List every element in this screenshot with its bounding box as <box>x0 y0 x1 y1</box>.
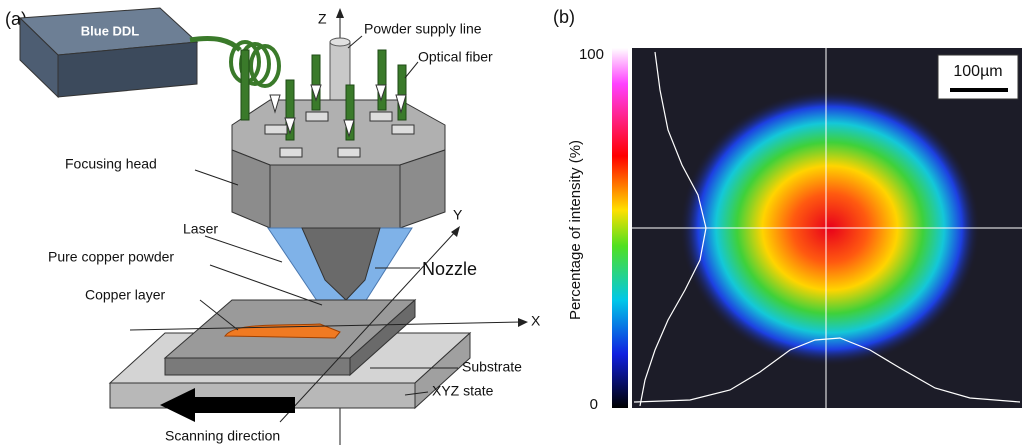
label: XYZ state <box>432 383 494 399</box>
z-arrow <box>336 8 344 18</box>
colorbar-min: 0 <box>590 396 598 413</box>
colorbar-max: 100 <box>579 46 604 63</box>
panel-label: (b) <box>553 7 575 27</box>
axis-label: Percentage of intensity (%) <box>567 140 584 320</box>
figure: (a) Blue DDL Z Powder supply line Optica… <box>0 0 1025 447</box>
label: Scanning direction <box>165 428 280 444</box>
label: Nozzle <box>422 259 477 279</box>
scale-bar-label: 100µm <box>953 63 1002 80</box>
label: Substrate <box>462 359 522 375</box>
laser-box-label: Blue DDL <box>81 23 140 38</box>
substrate-front <box>165 358 350 375</box>
colorbar <box>612 48 628 408</box>
label: Focusing head <box>65 156 157 172</box>
label: Copper layer <box>85 287 165 303</box>
powder-supply-top <box>330 38 350 46</box>
z-label: Z <box>318 11 327 27</box>
label: Laser <box>183 221 218 237</box>
label: Pure copper powder <box>48 249 174 265</box>
label: Optical fiber <box>418 49 493 65</box>
label: Powder supply line <box>364 21 482 37</box>
page: (a) Blue DDL Z Powder supply line Optica… <box>0 0 1025 447</box>
y-label: Y <box>453 207 463 223</box>
x-arrow <box>518 318 528 327</box>
x-label: X <box>531 313 541 329</box>
